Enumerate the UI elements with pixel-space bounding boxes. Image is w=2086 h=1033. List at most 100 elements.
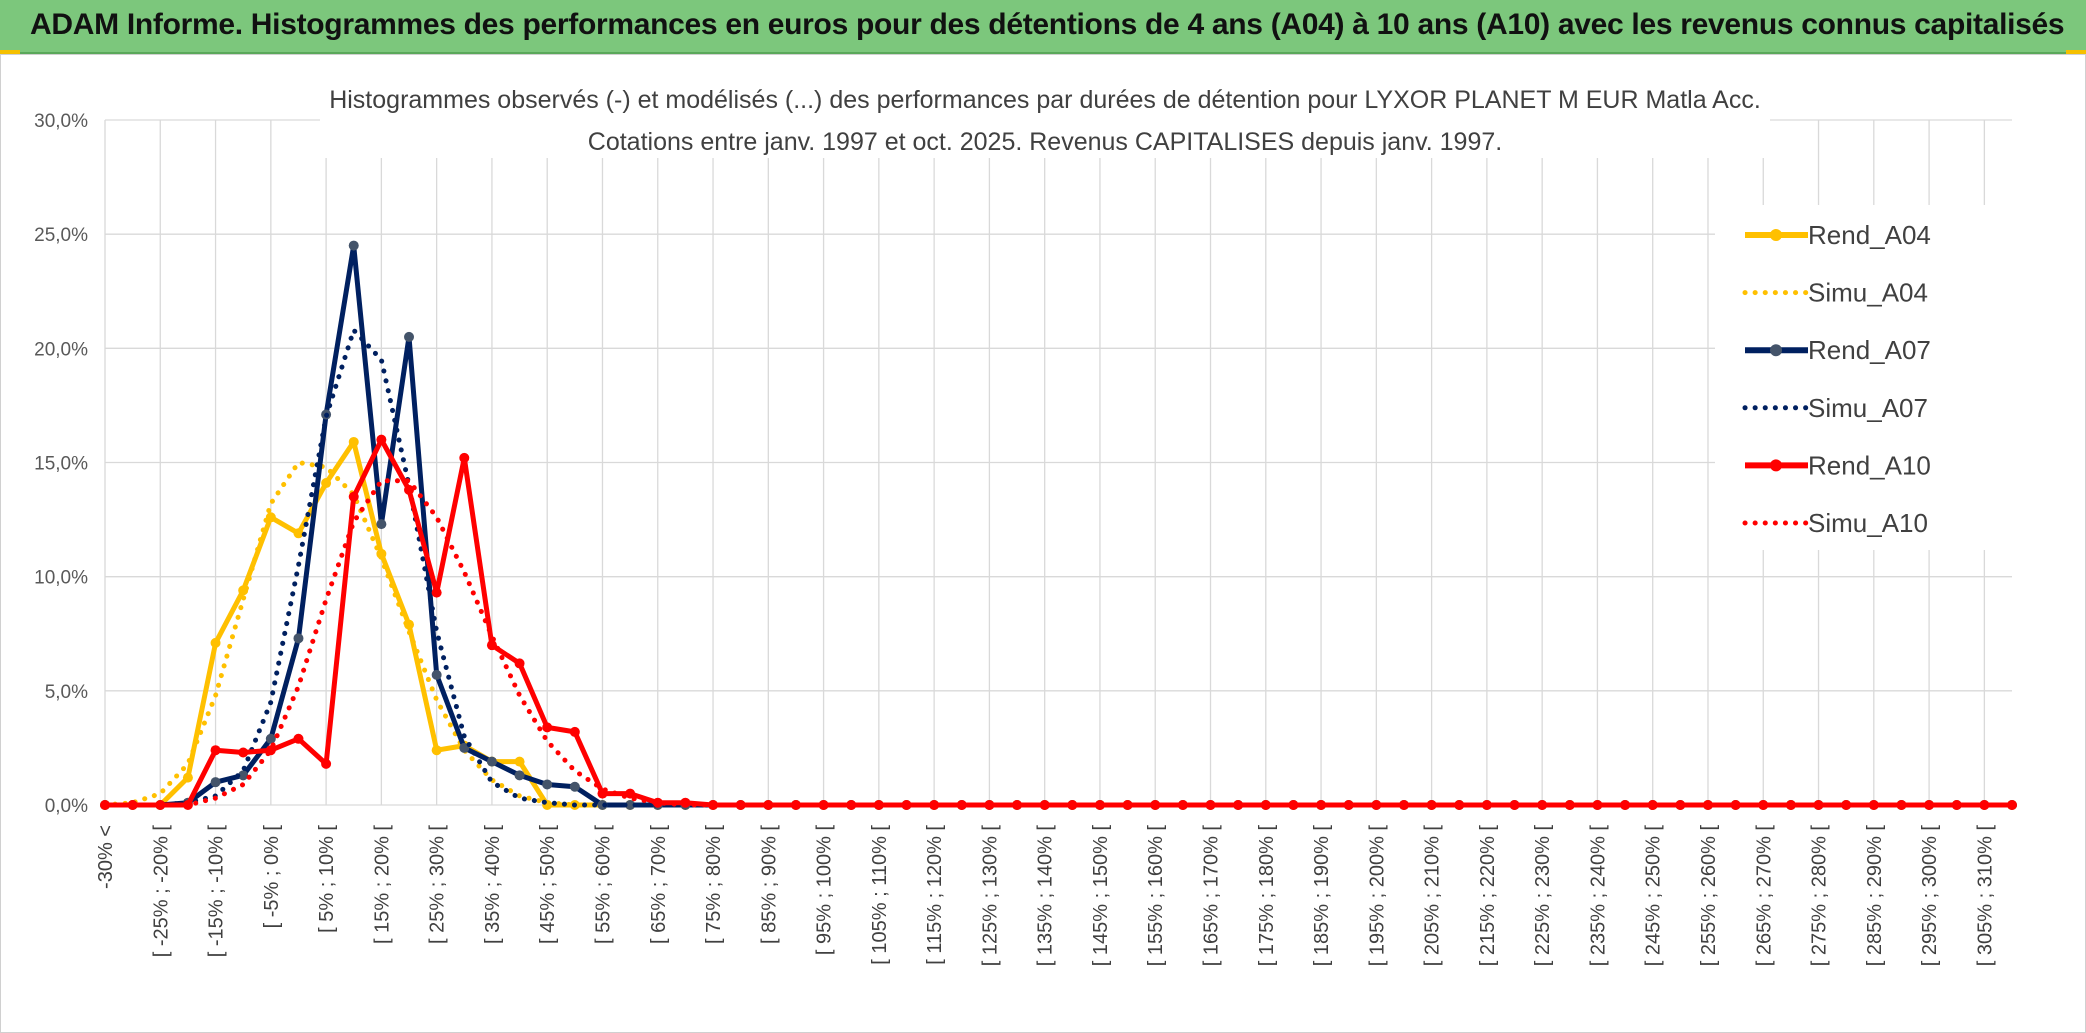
corner-accent-left: [0, 50, 20, 55]
x-tick-label: [ 305% ; 310% [: [1974, 825, 1996, 967]
data-point: [542, 722, 553, 733]
data-point: [1481, 800, 1492, 810]
legend-label: Rend_A10: [1808, 450, 1931, 480]
legend-item: Rend_A10: [1745, 450, 1931, 480]
data-point: [1371, 800, 1382, 810]
data-point: [846, 800, 857, 810]
series-line: [102, 478, 2015, 808]
data-point: [321, 758, 332, 769]
x-tick-label: [ 55% ; 60% [: [592, 825, 614, 944]
legend-label: Simu_A10: [1808, 508, 1928, 538]
data-point: [210, 745, 221, 756]
data-point: [155, 800, 166, 810]
data-point: [238, 770, 249, 781]
x-tick-label: [ 25% ; 30% [: [427, 825, 449, 944]
data-point: [514, 658, 525, 669]
x-tick-label: [ 285% ; 290% [: [1864, 825, 1886, 967]
data-point: [293, 733, 304, 744]
x-tick-label: -30% <: [95, 825, 117, 889]
legend-box: [1715, 205, 2015, 550]
x-tick-label: [ 235% ; 240% [: [1587, 825, 1609, 967]
data-point: [348, 436, 359, 447]
series-simu-a10: [102, 478, 2015, 808]
data-point: [1177, 800, 1188, 810]
y-tick-label: 10,0%: [34, 568, 88, 589]
data-point: [1067, 800, 1078, 810]
data-point: [348, 491, 359, 502]
series-layer: [100, 240, 2017, 810]
x-tick-label: [ 145% ; 150% [: [1090, 825, 1112, 967]
data-point: [1564, 800, 1575, 810]
legend-item: Rend_A04: [1745, 220, 1931, 250]
legend-marker: [1770, 459, 1782, 472]
chart-title-line2: Cotations entre janv. 1997 et oct. 2025.…: [588, 128, 1502, 156]
x-tick-label: [ 255% ; 260% [: [1698, 825, 1720, 967]
legend-item: Simu_A10: [1742, 508, 1928, 538]
x-tick-label: [ -25% ; -20% [: [150, 825, 172, 958]
y-tick-label: 15,0%: [34, 454, 88, 475]
data-point: [1785, 800, 1796, 810]
chart-title-line1: Histogrammes observés (-) et modélisés (…: [329, 86, 1761, 114]
y-tick-label: 5,0%: [45, 682, 88, 703]
data-point: [514, 756, 525, 767]
legend-label: Simu_A04: [1808, 278, 1928, 308]
title-backdrop: [320, 80, 1770, 158]
data-point: [1896, 800, 1907, 810]
data-point: [1813, 800, 1824, 810]
data-point: [404, 484, 415, 495]
data-point: [1150, 800, 1161, 810]
data-point: [431, 669, 442, 680]
data-point: [182, 772, 193, 783]
legend-item: Rend_A07: [1745, 335, 1931, 365]
data-point: [293, 528, 304, 539]
legend-marker: [1770, 344, 1782, 357]
x-tick-label: [ 65% ; 70% [: [648, 825, 670, 944]
x-tick-label: [ 295% ; 300% [: [1919, 825, 1941, 967]
legend: Rend_A04 Simu_A04 Rend_A07 Simu_A07 Rend_A10…: [1715, 205, 2015, 550]
data-point: [1039, 800, 1050, 810]
data-point: [929, 800, 940, 810]
x-tick-label: [ 155% ; 160% [: [1145, 825, 1167, 967]
data-point: [2007, 800, 2017, 810]
legend-label: Rend_A04: [1808, 220, 1931, 250]
data-point: [265, 733, 276, 744]
x-tick-label: [ 75% ; 80% [: [703, 825, 725, 944]
data-point: [1288, 800, 1299, 810]
header-banner: ADAM Informe. Histogrammes des performan…: [0, 0, 2086, 54]
data-point: [1702, 800, 1713, 810]
data-point: [210, 637, 221, 648]
legend-label: Rend_A07: [1808, 335, 1931, 365]
y-tick-label: 0,0%: [45, 796, 88, 817]
data-point: [486, 756, 497, 767]
x-tick-label: [ 265% ; 270% [: [1753, 825, 1775, 967]
data-point: [763, 800, 774, 810]
data-point: [348, 240, 359, 251]
corner-accent-right: [2066, 50, 2086, 55]
x-tick-label: [ 185% ; 190% [: [1311, 825, 1333, 967]
data-point: [514, 770, 525, 781]
data-point: [404, 331, 415, 342]
data-point: [459, 452, 470, 463]
x-tick-label: [ 115% ; 120% [: [924, 825, 946, 965]
data-point: [459, 742, 470, 753]
x-tick-label: [ 105% ; 110% [: [869, 825, 891, 965]
data-point: [431, 587, 442, 598]
legend-item: Simu_A04: [1742, 278, 1928, 308]
data-point: [431, 745, 442, 756]
data-point: [1592, 800, 1603, 810]
y-tick-label: 30,0%: [34, 111, 88, 132]
legend-marker: [1770, 229, 1782, 241]
x-axis-ticks: -30% < [ -25% ; -20% [[ -15% ; -10% [[ -5…: [95, 825, 1996, 967]
page-title: ADAM Informe. Histogrammes des performan…: [30, 8, 2065, 41]
x-tick-label: [ 95% ; 100% [: [814, 825, 836, 956]
x-tick-label: [ 5% ; 10% [: [316, 825, 338, 933]
data-point: [625, 788, 636, 799]
data-point: [238, 747, 249, 758]
x-tick-label: [ 35% ; 40% [: [482, 825, 504, 944]
x-tick-label: [ 85% ; 90% [: [758, 825, 780, 944]
x-tick-label: [ 175% ; 180% [: [1256, 825, 1278, 967]
data-point: [1979, 800, 1990, 810]
x-tick-label: [ 165% ; 170% [: [1201, 825, 1223, 967]
data-point: [956, 800, 967, 810]
